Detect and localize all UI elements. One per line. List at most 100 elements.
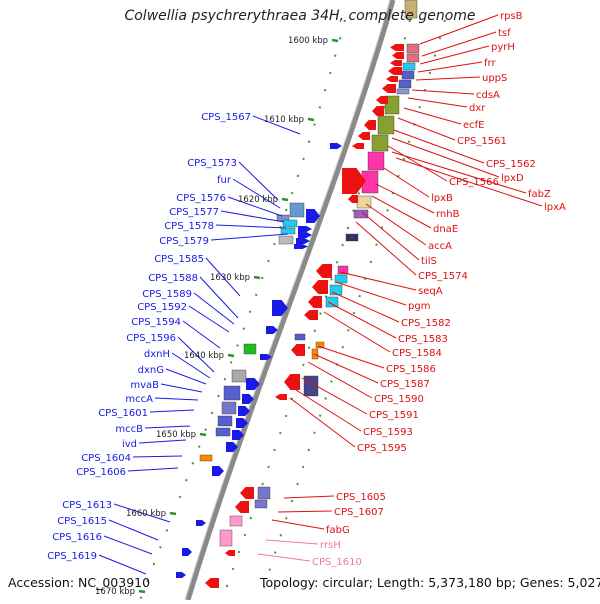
left-gene-label[interactable]: CPS_1592: [137, 302, 187, 313]
right-leader-line: [327, 301, 397, 339]
right-gene-label[interactable]: CPS_1561: [457, 136, 507, 147]
left-gene-label[interactable]: CPS_1619: [47, 551, 97, 562]
left-gene-label[interactable]: CPS_1606: [76, 467, 126, 478]
left-gene-label[interactable]: mccB: [115, 424, 143, 435]
gene-block: [325, 296, 339, 308]
kbp-tick-mark: [253, 275, 261, 280]
right-gene-label[interactable]: CPS_1605: [336, 492, 386, 503]
right-gene-label[interactable]: lpxD: [501, 173, 524, 184]
left-gene-label[interactable]: dxnH: [144, 349, 170, 360]
gene-block: [329, 284, 343, 296]
right-gene-label[interactable]: CPS_1586: [386, 364, 436, 375]
left-gene-label[interactable]: CPS_1588: [148, 273, 198, 284]
right-gene-label[interactable]: accA: [428, 241, 452, 252]
gene-block: [229, 515, 243, 527]
left-gene-label[interactable]: CPS_1589: [142, 289, 192, 300]
right-gene-label[interactable]: ecfE: [463, 120, 485, 131]
right-gene-label[interactable]: CPS_1583: [398, 334, 448, 345]
left-gene-label[interactable]: CPS_1596: [126, 333, 176, 344]
right-gene-label[interactable]: CPS_1591: [369, 410, 419, 421]
right-gene-label[interactable]: tsf: [498, 28, 511, 39]
right-gene-label[interactable]: tilS: [421, 256, 437, 267]
gene-arrow: [196, 520, 206, 526]
right-gene-label[interactable]: uppS: [482, 73, 507, 84]
right-gene-label[interactable]: dxr: [469, 103, 486, 114]
right-gene-label[interactable]: CPS_1595: [357, 443, 407, 454]
right-gene-label[interactable]: rnhB: [436, 209, 460, 220]
right-gene-label[interactable]: pgm: [408, 301, 430, 312]
gene-arrow: [316, 264, 332, 278]
left-gene-label[interactable]: CPS_1601: [98, 408, 148, 419]
left-leader-line: [210, 233, 289, 241]
left-leader-line: [144, 425, 191, 429]
right-gene-label[interactable]: CPS_1582: [401, 318, 451, 329]
right-gene-label[interactable]: CPS_1607: [334, 507, 384, 518]
accession-text: Accession: NC_003910: [8, 575, 151, 590]
gene-block: [371, 134, 389, 152]
left-gene-label[interactable]: mccA: [125, 394, 153, 405]
left-gene-label[interactable]: ivd: [122, 439, 137, 450]
right-gene-label[interactable]: CPS_1590: [374, 394, 424, 405]
left-gene-label[interactable]: dxnG: [138, 365, 164, 376]
left-leader-line: [205, 257, 241, 297]
left-gene-label[interactable]: CPS_1578: [164, 221, 214, 232]
right-leader-line: [307, 361, 373, 399]
map-title: Colwellia psychrerythraea 34H, complete …: [124, 8, 476, 24]
left-leader-line: [188, 305, 230, 333]
left-gene-label[interactable]: mvaB: [130, 380, 159, 391]
left-gene-label[interactable]: CPS_1567: [201, 112, 251, 123]
left-leader-line: [132, 455, 183, 458]
gene-block: [406, 43, 420, 54]
gene-arrow: [176, 572, 186, 578]
kbp-tick-label: 1620 kbp: [238, 195, 278, 205]
left-gene-label[interactable]: CPS_1615: [57, 516, 107, 527]
gene-block: [377, 115, 395, 135]
right-gene-label[interactable]: CPS_1587: [380, 379, 430, 390]
right-gene-label[interactable]: fabG: [326, 525, 350, 536]
left-leader-line: [199, 276, 239, 319]
right-leader-line: [257, 553, 311, 562]
right-gene-label[interactable]: rrsH: [320, 540, 341, 551]
kbp-tick-mark: [227, 353, 235, 358]
gene-block: [337, 265, 349, 275]
gene-arrow: [260, 354, 272, 360]
left-gene-label[interactable]: CPS_1579: [159, 236, 209, 247]
right-leader-line: [295, 389, 362, 432]
left-gene-label[interactable]: CPS_1585: [154, 254, 204, 265]
gene-arrow: [294, 244, 308, 249]
gene-block: [215, 427, 231, 437]
left-gene-label[interactable]: CPS_1613: [62, 500, 112, 511]
gene-arrow: [275, 394, 287, 400]
gene-arrow: [308, 296, 322, 308]
left-gene-label[interactable]: CPS_1594: [131, 317, 181, 328]
tick-layer: 1600 kbp 1610 kbp 1620 kbp 1630 kbp 1640 kbp…: [95, 36, 339, 597]
left-gene-label[interactable]: fur: [217, 175, 232, 186]
left-gene-label[interactable]: CPS_1573: [187, 158, 237, 169]
right-gene-label[interactable]: frr: [484, 58, 496, 69]
gene-block: [345, 233, 359, 242]
right-gene-label[interactable]: CPS_1593: [363, 427, 413, 438]
right-gene-label[interactable]: lpxA: [544, 202, 566, 213]
right-gene-label[interactable]: CPS_1574: [418, 271, 468, 282]
right-gene-label[interactable]: CPS_1584: [392, 348, 442, 359]
right-gene-label[interactable]: seqA: [418, 286, 443, 297]
right-leader-line: [407, 97, 468, 108]
kbp-tick-mark: [331, 38, 339, 43]
right-gene-label[interactable]: dnaE: [433, 224, 458, 235]
right-gene-label[interactable]: cdsA: [476, 90, 500, 101]
left-gene-label[interactable]: CPS_1616: [52, 532, 102, 543]
gene-arrow: [330, 143, 342, 149]
right-gene-label[interactable]: rpsB: [500, 11, 523, 22]
right-gene-label[interactable]: CPS_1610: [312, 557, 362, 568]
right-gene-label[interactable]: fabZ: [528, 189, 551, 200]
right-gene-label[interactable]: lpxB: [431, 193, 453, 204]
kbp-tick-label: 1610 kbp: [264, 115, 304, 125]
gene-arrow: [386, 76, 398, 82]
right-gene-label[interactable]: CPS_1562: [486, 159, 536, 170]
left-gene-label[interactable]: CPS_1604: [81, 453, 131, 464]
right-gene-label[interactable]: pyrH: [491, 42, 515, 53]
kbp-tick-label: 1660 kbp: [126, 509, 166, 519]
left-gene-label[interactable]: CPS_1577: [169, 207, 219, 218]
right-gene-label[interactable]: CPS_1566: [449, 177, 499, 188]
left-gene-label[interactable]: CPS_1576: [176, 193, 226, 204]
